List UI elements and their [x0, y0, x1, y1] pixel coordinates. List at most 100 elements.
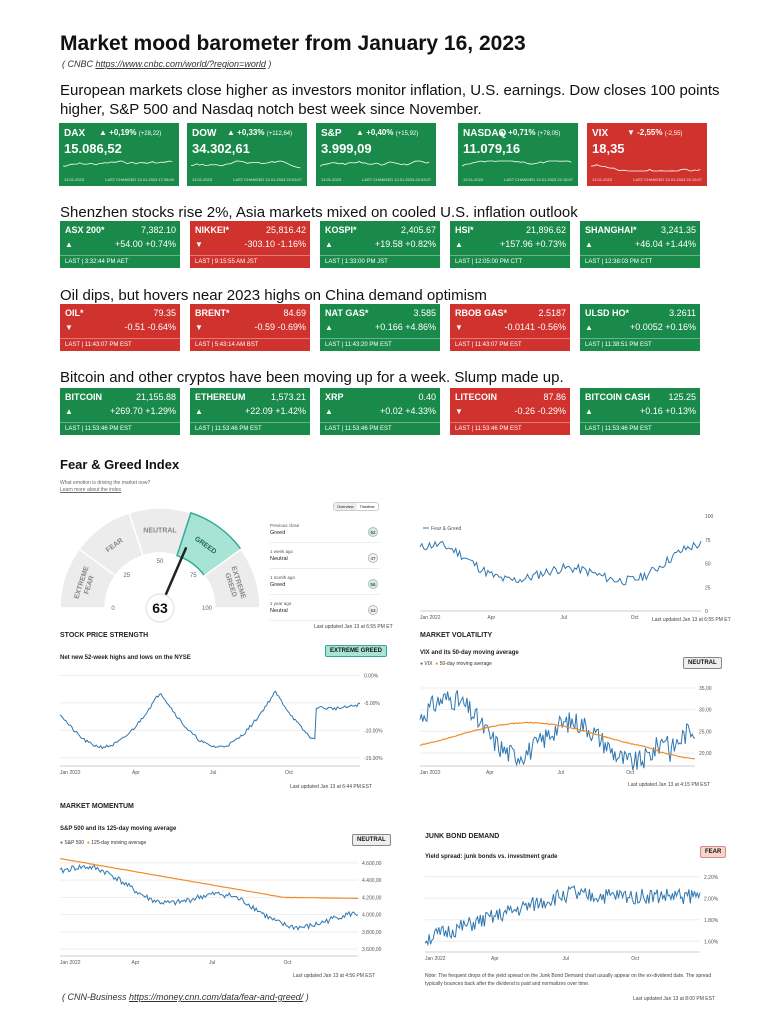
ticker-card-bitcoin[interactable]: BITCOIN 21,155.88 ▲ +269.70 +1.29% LAST | 11… [60, 388, 180, 435]
fear-greed-updated: Last updated Jan 13 at 6:55 PM ET [314, 624, 393, 630]
tab-overview[interactable]: Overview [334, 503, 357, 510]
gauge-scale-label: 25 [123, 573, 130, 579]
x-tick-label: Apr [132, 770, 140, 776]
y-tick-label: 35,00 [699, 686, 712, 692]
divider [580, 255, 700, 256]
page-title: Market mood barometer from January 16, 2… [60, 32, 526, 55]
index-card-nasdaq[interactable]: NASDAQ ▲ +0,71% (+78,05) 11.079,16 LAST CHA… [458, 123, 578, 186]
y-tick-label: 1.80% [704, 918, 719, 924]
index-card-vix[interactable]: VIX ▼ -2,55% (-2,55) 18,35 LAST CHANGED 13.… [587, 123, 707, 186]
sparkline [462, 160, 572, 167]
y-tick-label: 100 [705, 514, 714, 520]
learn-more-link[interactable]: Learn more about the index [60, 487, 122, 493]
divider [190, 255, 310, 256]
arrow-up-icon: ▲ [325, 323, 333, 332]
ticker-change: +269.70 +1.29% [109, 406, 176, 416]
ticker-card-asx200[interactable]: ASX 200* 7,382.10 ▲ +54.00 +0.74% LAST | 3:3… [60, 221, 180, 268]
ticker-price: 2,405.67 [400, 225, 436, 235]
index-name: NASDAQ [463, 128, 507, 139]
timeline-updated: Last updated Jan 13 at 6:55 PM ET [652, 617, 731, 623]
ticker-card-shanghai[interactable]: SHANGHAI* 3,241.35 ▲ +46.04 +1.44% LAST | 12… [580, 221, 700, 268]
index-change: ▲ +0,71% (+78,05) [498, 128, 561, 137]
history-value-badge: 53 [368, 605, 378, 615]
x-tick-label: Apr [132, 960, 140, 966]
junk-chart: 2.20% 2.00% 1.80% 1.60% Jan 2022 Apr Jul Oct [424, 875, 719, 962]
ticker-last-time: LAST | 11:53:46 PM EST [325, 426, 392, 432]
junk-subtitle: Yield spread: junk bonds vs. investment … [425, 854, 558, 860]
volatility-updated: Last updated Jan 13 at 4:15 PM EST [628, 782, 710, 788]
x-tick-label: Jan 2022 [425, 956, 446, 962]
x-tick-label: Jul [563, 956, 569, 962]
volatility-legend: ● VIX ● 50-day moving average [420, 661, 492, 667]
fear-greed-question: What emotion is driving the market now? … [60, 480, 151, 493]
y-tick-label: 50 [705, 562, 711, 568]
ticker-card-hsi[interactable]: HSI* 21,896.62 ▲ +157.96 +0.73% LAST | 12:05… [450, 221, 570, 268]
ticker-price: 1,573.21 [270, 392, 306, 402]
ticker-change: +19.58 +0.82% [374, 239, 436, 249]
volatility-title: MARKET VOLATILITY [420, 632, 493, 639]
x-tick-label: Jul [558, 770, 564, 776]
y-tick-label: 4.000,00 [362, 913, 382, 919]
arrow-down-icon: ▼ [455, 323, 463, 332]
ticker-card-natgas[interactable]: NAT GAS* 3.585 ▲ +0.166 +4.86% LAST | 11:43:… [320, 304, 440, 351]
y-tick-label: 3.600,00 [362, 947, 382, 953]
fear-greed-gauge: EXTREMEFEARFEARNEUTRALGREEDEXTREMEGREED0… [60, 507, 261, 623]
index-footer: LAST CHANGED 13.01.2023 22:03:07 13.01.20… [321, 177, 431, 182]
y-tick-label: 4.400,00 [362, 878, 382, 884]
ticker-last-time: LAST | 9:15:55 AM JST [195, 259, 258, 265]
history-value-badge: 62 [368, 527, 378, 537]
tab-timeline[interactable]: Timeline [359, 504, 375, 509]
x-tick-label: Apr [486, 770, 494, 776]
arrow-up-icon: ▲ [325, 240, 333, 249]
junk-spread-line [424, 885, 701, 947]
fear-greed-score: 63 [152, 600, 168, 616]
ticker-change: +54.00 +0.74% [114, 239, 176, 249]
divider [60, 338, 180, 339]
ticker-card-brent[interactable]: BRENT* 84.69 ▼ -0.59 -0.69% LAST | 5:43:14 A… [190, 304, 310, 351]
arrow-up-icon: ▲ [195, 407, 203, 416]
ticker-card-rbobgas[interactable]: RBOB GAS* 2.5187 ▼ -0.0141 -0.56% LAST | 11:… [450, 304, 570, 351]
ticker-card-litecoin[interactable]: LITECOIN 87.86 ▼ -0.26 -0.29% LAST | 11:53:4… [450, 388, 570, 435]
index-card-dow[interactable]: DOW ▲ +0,33% (+112,64) 34.302,61 LAST CHANG… [187, 123, 307, 186]
ticker-last-time: LAST | 3:32:44 PM AET [65, 259, 129, 265]
index-name: VIX [592, 128, 609, 139]
headline-europe: European markets close higher as investo… [60, 82, 720, 118]
headline-oil: Oil dips, but hovers near 2023 highs on … [60, 287, 487, 304]
arrow-down-icon: ▼ [455, 407, 463, 416]
arrow-up-icon: ▲ [585, 407, 593, 416]
source-cnn-link[interactable]: https://money.cnn.com/data/fear-and-gree… [129, 992, 304, 1002]
x-tick-label: Jul [210, 770, 216, 776]
index-value: 3.999,09 [321, 141, 372, 156]
ticker-price: 21,896.62 [525, 225, 566, 235]
vix-50day-ma-line [419, 721, 696, 760]
stock-strength-badge: EXTREME GREED [325, 645, 388, 657]
history-value-badge: 56 [368, 579, 378, 589]
ticker-card-nikkei[interactable]: NIKKEI* 25,816.42 ▼ -303.10 -1.16% LAST | 9:… [190, 221, 310, 268]
headline-crypto: Bitcoin and other cryptos have been movi… [60, 369, 564, 386]
index-change: ▲ +0,33% (+112,64) [227, 128, 293, 137]
ticker-name: LITECOIN [455, 392, 497, 402]
index-card-sp[interactable]: S&P ▲ +0,40% (+15,92) 3.999,09 LAST CHANGED… [316, 123, 436, 186]
gauge-scale-label: 75 [190, 573, 197, 579]
ticker-name: ULSD HO* [585, 308, 630, 318]
sparkline [63, 160, 173, 167]
ticker-card-ethereum[interactable]: ETHEREUM 1,573.21 ▲ +22.09 +1.42% LAST | 11:… [190, 388, 310, 435]
ticker-card-kospi[interactable]: KOSPI* 2,405.67 ▲ +19.58 +0.82% LAST | 1:33:… [320, 221, 440, 268]
source-cnbc-link[interactable]: https://www.cnbc.com/world/?region=world [95, 59, 266, 69]
divider [320, 338, 440, 339]
momentum-subtitle: S&P 500 and its 125-day moving average [60, 826, 177, 832]
divider [60, 255, 180, 256]
ticker-card-bitcoincash[interactable]: BITCOIN CASH 125.25 ▲ +0.16 +0.13% LAST | 11… [580, 388, 700, 435]
ticker-name: BRENT* [195, 308, 230, 318]
divider [580, 338, 700, 339]
y-tick-label: 3.800,00 [362, 930, 382, 936]
volatility-chart: 35,00 30,00 25,00 20,00 Jan 2022 Apr Jul Oct [419, 686, 712, 776]
ticker-card-oil[interactable]: OIL* 79.35 ▼ -0.51 -0.64% LAST | 11:43:07 PM… [60, 304, 180, 351]
y-tick-label: 25 [705, 585, 711, 591]
ticker-card-ulsdho[interactable]: ULSD HO* 3.2611 ▲ +0.0052 +0.16% LAST | 11:3… [580, 304, 700, 351]
x-tick-label: Jan 2022 [420, 615, 441, 621]
ticker-change: -0.26 -0.29% [514, 406, 566, 416]
index-card-dax[interactable]: DAX ▲ +0,19% (+28,22) 15.086,52 LAST CHANGE… [59, 123, 179, 186]
ticker-price: 3,241.35 [660, 225, 696, 235]
ticker-card-xrp[interactable]: XRP 0.40 ▲ +0.02 +4.33% LAST | 11:53:46 PM E… [320, 388, 440, 435]
